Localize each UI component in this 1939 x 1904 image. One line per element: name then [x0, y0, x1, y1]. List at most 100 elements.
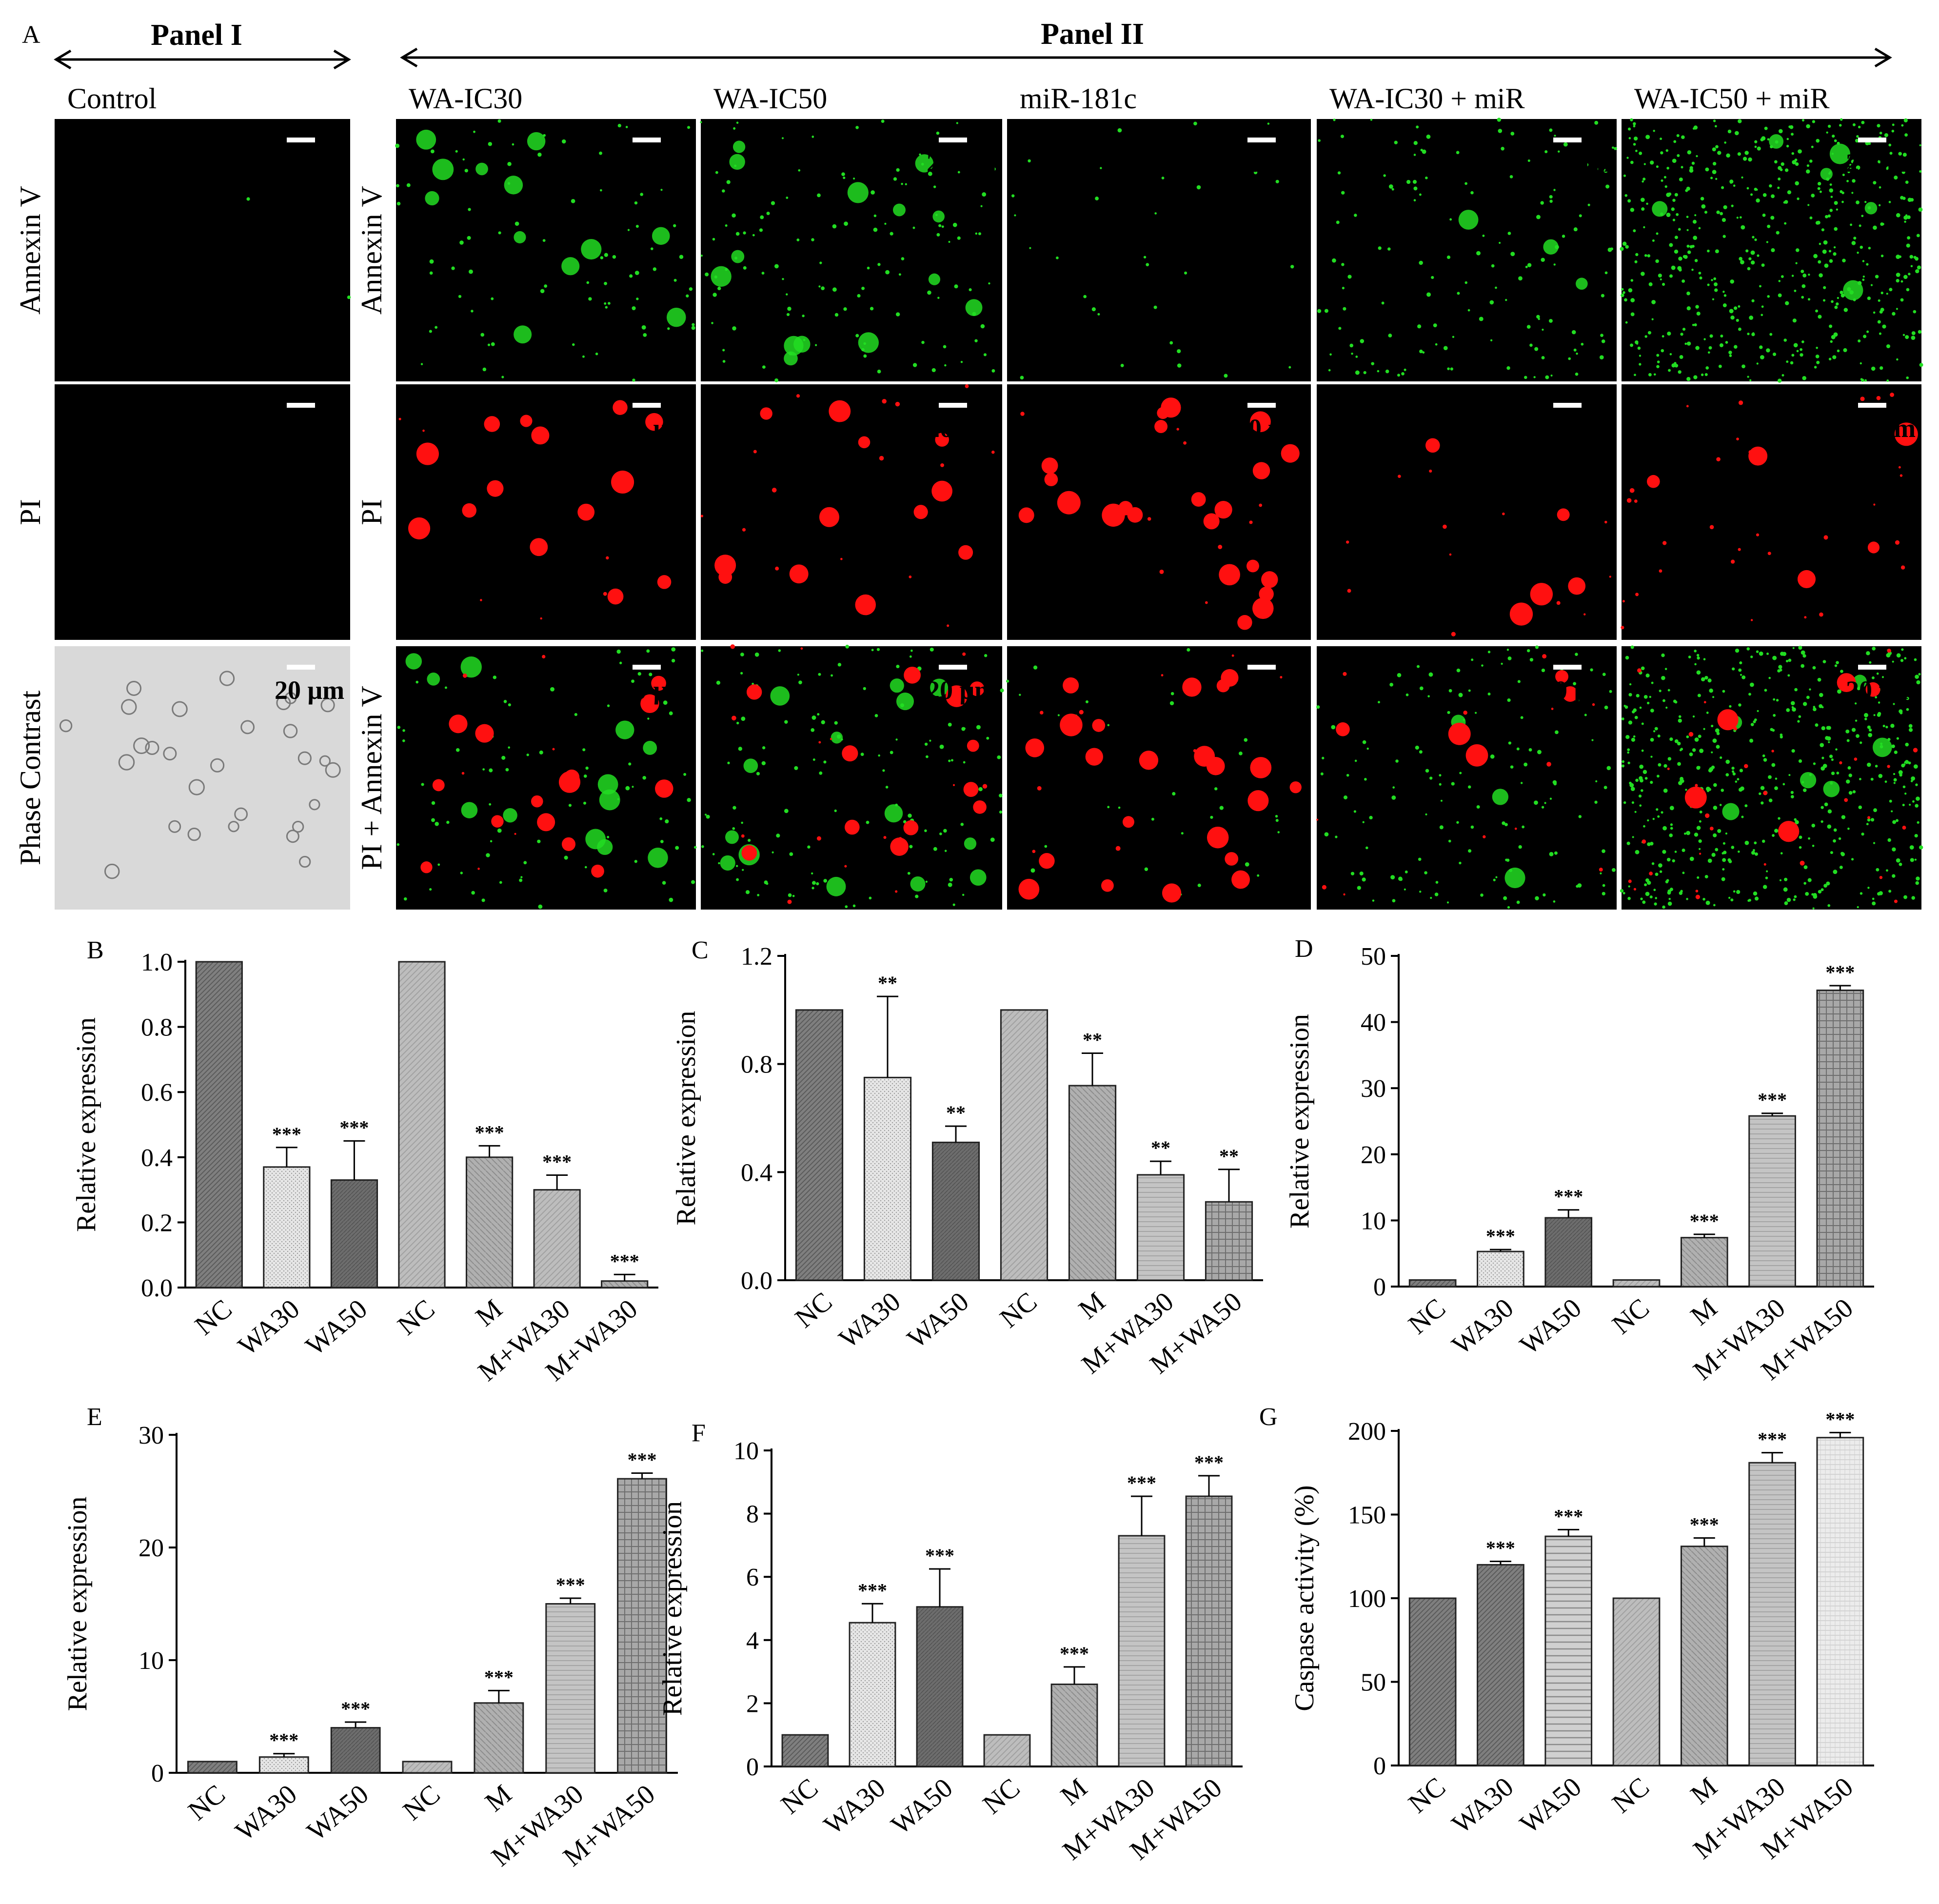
pi-cell	[746, 684, 762, 700]
annexin-dot	[772, 851, 774, 853]
annexin-dot	[1633, 735, 1636, 738]
pi-dot	[1621, 626, 1624, 630]
annexin-dot	[1778, 817, 1781, 820]
annexin-dot	[395, 143, 400, 148]
annexin-dot	[1802, 654, 1806, 658]
x-tick-label: WA30	[1446, 1771, 1519, 1839]
annexin-dot	[1381, 301, 1385, 305]
annexin-dot	[1706, 712, 1709, 714]
pi-cell	[741, 845, 757, 861]
annexin-dot	[976, 725, 981, 730]
annexin-dot	[430, 149, 435, 154]
annexin-dot	[1712, 696, 1715, 698]
annexin-dot	[1095, 197, 1099, 200]
annexin-dot	[497, 119, 501, 123]
annexin-dot	[975, 232, 978, 235]
annexin-dot	[1682, 255, 1686, 258]
annexin-dot	[1795, 248, 1800, 252]
annexin-dot	[1754, 140, 1758, 143]
annexin-dot	[1909, 803, 1911, 806]
annexin-dot	[673, 224, 676, 227]
annexin-dot	[1894, 176, 1898, 180]
annexin-dot	[936, 131, 940, 135]
annexin-dot	[397, 726, 401, 729]
annexin-dot	[1622, 892, 1625, 894]
scale-bar-label: 20 μm	[1846, 148, 1916, 178]
annexin-dot	[890, 232, 893, 236]
annexin-cell	[729, 154, 745, 170]
annexin-dot	[1815, 355, 1820, 358]
pi-cell	[1231, 870, 1250, 889]
annexin-dot	[754, 652, 759, 657]
annexin-dot	[736, 878, 739, 881]
annexin-dot	[1791, 354, 1795, 357]
annexin-dot	[843, 176, 846, 179]
annexin-dot	[1851, 159, 1855, 164]
annexin-dot	[1434, 892, 1439, 896]
annexin-dot	[1905, 335, 1909, 339]
annexin-cell	[928, 273, 941, 285]
phase-cell	[188, 779, 205, 795]
annexin-dot	[1721, 186, 1724, 189]
annexin-dot	[1342, 287, 1345, 290]
annexin-dot	[1678, 718, 1682, 723]
annexin-dot	[1543, 893, 1546, 897]
annexin-dot	[735, 232, 740, 236]
annexin-dot	[519, 878, 523, 882]
annexin-dot	[1338, 327, 1342, 330]
pi-dot	[477, 868, 480, 870]
annexin-dot	[1797, 197, 1800, 200]
annexin-dot	[673, 278, 677, 282]
y-tick-label: 30	[1361, 1075, 1386, 1103]
phase-cell	[145, 740, 159, 755]
annexin-dot	[1686, 341, 1691, 346]
annexin-dot	[603, 888, 608, 892]
pi-dot	[1343, 672, 1347, 676]
annexin-dot	[1813, 894, 1818, 899]
annexin-dot	[1707, 249, 1710, 253]
annexin-dot	[1916, 234, 1920, 238]
pi-dot	[1604, 520, 1607, 524]
annexin-dot	[798, 169, 801, 172]
annexin-cell	[1576, 278, 1588, 290]
annexin-dot	[1633, 125, 1636, 128]
annexin-dot	[1812, 120, 1816, 123]
annexin-dot	[1696, 311, 1701, 316]
annexin-dot	[924, 742, 928, 746]
annexin-dot	[1458, 693, 1463, 697]
annexin-dot	[1698, 227, 1701, 230]
annexin-dot	[1915, 674, 1919, 679]
annexin-dot	[1623, 705, 1626, 707]
bar	[1477, 1564, 1524, 1766]
annexin-dot	[956, 122, 958, 124]
annexin-dot	[1904, 133, 1908, 137]
annexin-dot	[1597, 167, 1602, 171]
annexin-dot	[1800, 650, 1805, 655]
scale-bar	[1858, 403, 1886, 408]
annexin-dot	[936, 233, 940, 237]
annexin-dot	[1499, 241, 1501, 244]
annexin-dot	[1697, 656, 1700, 660]
annexin-dot	[741, 716, 746, 721]
annexin-dot	[1603, 786, 1607, 790]
annexin-dot	[1908, 728, 1913, 732]
annexin-dot	[1653, 889, 1656, 892]
bar	[931, 1141, 980, 1281]
annexin-dot	[1908, 724, 1913, 728]
annexin-dot	[1674, 236, 1678, 239]
annexin-dot	[1906, 696, 1909, 700]
annexin-dot	[992, 167, 996, 171]
bar	[187, 1761, 237, 1774]
annexin-dot	[1518, 276, 1523, 281]
annexin-dot	[796, 238, 800, 241]
annexin-dot	[784, 720, 788, 724]
annexin-dot	[1736, 890, 1741, 894]
annexin-dot	[1858, 125, 1861, 129]
annexin-dot	[1634, 811, 1637, 813]
pi-cell	[520, 415, 533, 427]
annexin-dot	[1759, 792, 1761, 795]
annexin-dot	[1799, 846, 1802, 849]
annexin-dot	[616, 649, 621, 654]
annexin-dot	[1576, 352, 1578, 355]
annexin-dot	[1832, 135, 1835, 138]
